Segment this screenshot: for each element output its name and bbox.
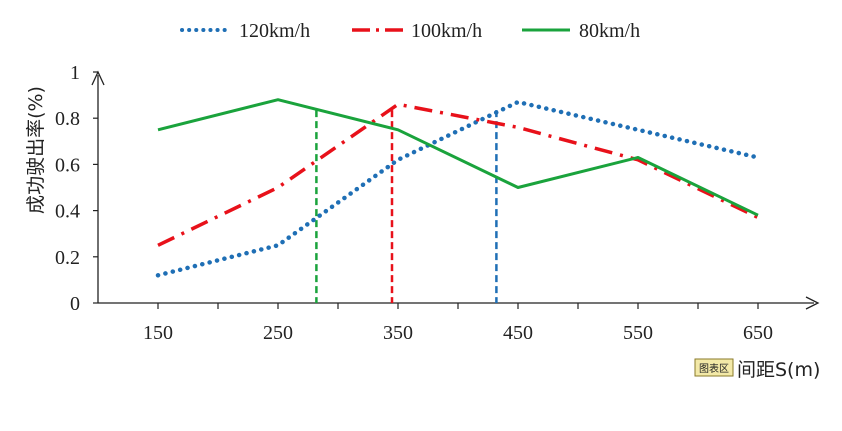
x-axis-title-group: 图表区 间距S(m) [694,358,820,381]
y-tick-label: 0.4 [55,201,80,223]
vertical-markers [315,110,498,303]
legend-item-100[interactable]: 100km/h [352,20,482,42]
x-tick-label: 650 [743,322,773,344]
legend-item-80[interactable]: 80km/h [522,20,640,42]
legend-label-100: 100km/h [411,20,482,42]
y-tick-label: 1 [70,62,80,84]
y-tick-label: 0.8 [55,108,80,130]
x-tick-label: 350 [383,322,413,344]
series-lines [155,98,761,278]
legend-label-120: 120km/h [239,20,310,42]
x-tick-label: 550 [623,322,653,344]
series-line-100[interactable] [157,102,759,247]
x-axis-arrow [805,296,820,310]
x-tick-label: 450 [503,322,533,344]
series-line-120[interactable] [155,99,761,278]
y-ticks: 0 0.2 0.4 0.6 0.8 1 [55,62,98,315]
legend: 120km/h 100km/h 80km/h [180,20,640,42]
chart-area-tag[interactable] [694,358,734,377]
x-ticks: 150 250 350 450 550 650 [143,303,773,344]
series-line-80[interactable] [157,98,759,217]
legend-item-120[interactable]: 120km/h [180,20,310,42]
y-tick-label: 0.2 [55,247,80,269]
x-tick-label: 250 [263,322,293,344]
chart-area-tag-label: 图表区 [699,362,729,375]
x-tick-label: 150 [143,322,173,344]
x-axis-title: 间距S(m) [737,359,820,381]
y-tick-label: 0.6 [55,154,80,176]
legend-label-80: 80km/h [579,20,640,42]
y-axis-title: 成功驶出率(%) [25,86,47,214]
y-tick-label: 0 [70,293,80,315]
